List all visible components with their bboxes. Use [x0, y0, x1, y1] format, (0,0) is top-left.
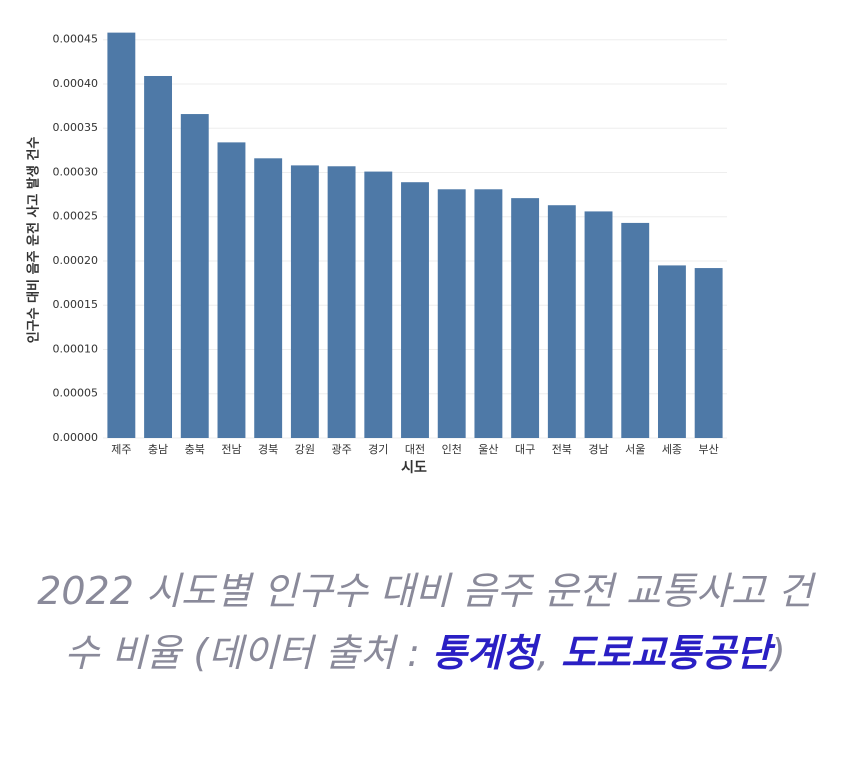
x-tick-label: 제주 — [111, 443, 131, 456]
x-tick-label: 전남 — [221, 443, 241, 456]
bar — [327, 166, 356, 438]
bar — [657, 265, 686, 438]
bar — [180, 114, 209, 439]
caption: 2022 시도별 인구수 대비 음주 운전 교통사고 건수 비율 (데이터 출처… — [20, 560, 830, 684]
x-tick-label: 전북 — [552, 443, 572, 456]
bar — [290, 165, 319, 438]
y-tick-label: 0.00015 — [53, 298, 99, 311]
y-tick-label: 0.00020 — [53, 254, 99, 267]
bar — [584, 211, 613, 438]
x-tick-label: 울산 — [478, 443, 498, 456]
x-tick-label: 광주 — [331, 443, 351, 456]
source-link[interactable]: 통계청 — [432, 631, 537, 675]
bar — [694, 268, 723, 438]
y-tick-label: 0.00005 — [53, 387, 99, 400]
y-tick-label: 0.00010 — [53, 342, 99, 355]
bar — [144, 75, 173, 438]
caption-text: ) — [770, 631, 786, 675]
x-axis-title: 시도 — [401, 460, 427, 476]
bar — [474, 189, 503, 438]
y-tick-label: 0.00030 — [53, 165, 99, 178]
bar — [511, 198, 540, 438]
chart: 시도 인구수 대비 음주 운전 사고 발생 건수 0.00000 0.00005 0… — [26, 32, 727, 476]
caption-text: 2022 시도별 인구수 대비 음주 운전 교통사고 건수 비율 (데이터 출처… — [37, 569, 813, 675]
bar — [364, 171, 393, 438]
x-tick-label: 강원 — [295, 443, 315, 456]
x-tick-label: 경남 — [588, 443, 608, 456]
y-tick-label: 0.00045 — [53, 33, 99, 46]
bar — [437, 189, 466, 438]
x-tick-label: 충북 — [185, 443, 205, 456]
y-tick-label: 0.00025 — [53, 210, 99, 223]
x-tick-label: 경북 — [258, 443, 278, 456]
y-tick-label: 0.00035 — [53, 121, 99, 134]
caption-text: , — [536, 631, 562, 675]
x-tick-label: 대구 — [515, 443, 535, 456]
bar — [547, 205, 576, 438]
bar — [401, 182, 429, 438]
x-tick-label: 부산 — [699, 443, 719, 456]
bar — [107, 32, 136, 438]
x-tick-label: 인천 — [442, 442, 462, 456]
bar — [621, 222, 650, 438]
x-tick-label: 충남 — [148, 443, 168, 456]
y-axis-title: 인구수 대비 음주 운전 사고 발생 건수 — [26, 137, 42, 344]
x-tick-label: 대전 — [405, 443, 425, 456]
x-tick-label: 서울 — [625, 443, 645, 456]
bar — [217, 142, 246, 439]
x-tick-label: 세종 — [662, 443, 682, 456]
bar — [254, 158, 283, 438]
x-tick-label: 경기 — [368, 443, 388, 456]
source-link[interactable]: 도로교통공단 — [561, 631, 771, 675]
y-tick-label: 0.00040 — [53, 77, 99, 90]
y-tick-label: 0.00000 — [53, 431, 99, 444]
